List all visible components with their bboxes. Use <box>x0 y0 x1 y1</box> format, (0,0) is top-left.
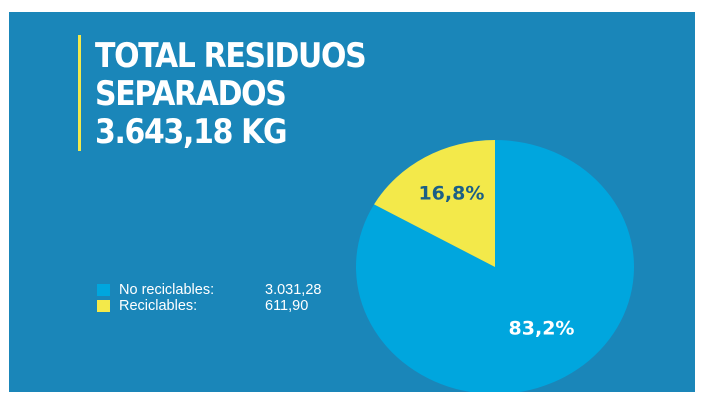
title-accent-bar <box>78 35 81 151</box>
pie-chart: 83,2% 16,8% <box>356 140 634 392</box>
pie-slice-reciclables <box>374 140 495 267</box>
legend-value-no-reciclables: 3.031,28 <box>265 282 322 298</box>
legend-swatch-reciclables <box>97 300 110 312</box>
pie-label-no-reciclables: 83,2% <box>509 317 575 339</box>
pie-slice-no-reciclables <box>356 140 634 392</box>
legend-swatch-no-reciclables <box>97 284 110 296</box>
chart-title-line-1: TOTAL RESIDUOS <box>95 36 367 76</box>
legend-label-no-reciclables: No reciclables: <box>119 282 215 298</box>
legend-value-reciclables: 611,90 <box>265 298 309 314</box>
pie-label-reciclables: 16,8% <box>418 182 484 204</box>
chart-total: 3.643,18 KG <box>95 112 288 152</box>
chart-title-line-2: SEPARADOS <box>95 74 287 114</box>
legend-label-reciclables: Reciclables: <box>119 298 198 314</box>
infographic-panel: TOTAL RESIDUOS SEPARADOS 3.643,18 KG No … <box>9 12 695 392</box>
